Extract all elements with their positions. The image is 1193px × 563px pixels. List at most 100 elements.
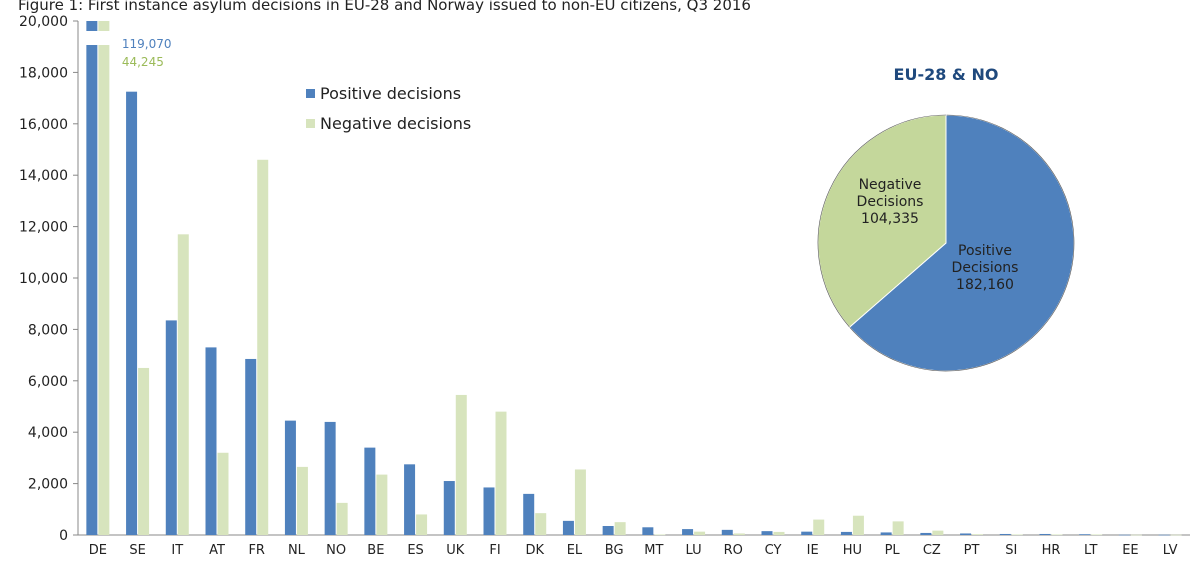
pie-slice-edge bbox=[817, 114, 947, 328]
y-tick-label: 10,000 bbox=[19, 271, 68, 287]
bar-negative-fr bbox=[257, 159, 269, 535]
x-tick-label: CZ bbox=[923, 543, 941, 558]
bar-negative-no bbox=[336, 502, 348, 535]
bar-positive-de bbox=[86, 45, 98, 535]
x-tick-label: AT bbox=[209, 543, 225, 558]
x-tick-label: DK bbox=[525, 543, 544, 558]
x-tick-label: CY bbox=[765, 543, 782, 558]
bar-positive-si bbox=[999, 533, 1011, 535]
bar-positive-es bbox=[404, 464, 416, 535]
legend-swatch-positive bbox=[306, 89, 315, 98]
bar-positive-fr bbox=[245, 358, 257, 535]
pie-slice-edge bbox=[849, 114, 1075, 372]
x-tick-label: RO bbox=[724, 543, 743, 558]
x-tick-label: BE bbox=[367, 543, 384, 558]
x-tick-label: SI bbox=[1005, 543, 1017, 558]
bar-positive-lu bbox=[682, 529, 694, 535]
y-tick-label: 18,000 bbox=[19, 65, 68, 81]
bar-negative-at bbox=[217, 452, 229, 535]
bar-negative-se bbox=[138, 367, 150, 535]
x-tick-label: MT bbox=[644, 543, 663, 558]
x-tick-label: NL bbox=[288, 543, 306, 558]
bar-positive-be bbox=[364, 447, 376, 535]
x-tick-label: EL bbox=[567, 543, 583, 558]
bar-negative-hu bbox=[852, 515, 864, 535]
x-tick-label: LU bbox=[686, 543, 702, 558]
bar-positive-ie bbox=[801, 531, 813, 535]
bar-negative-cz bbox=[932, 530, 944, 535]
pie-title: EU-28 & NO bbox=[894, 65, 999, 84]
x-tick-label: IT bbox=[171, 543, 183, 558]
y-tick-label: 2,000 bbox=[28, 477, 68, 493]
bar-negative-lt bbox=[1091, 534, 1103, 536]
bar-negative-lu bbox=[694, 531, 706, 535]
pie-label-2: Decisions bbox=[857, 194, 924, 210]
x-tick-label: HU bbox=[843, 543, 862, 558]
bar-positive-se bbox=[126, 91, 138, 536]
x-tick-label: UK bbox=[446, 543, 465, 558]
y-tick-label: 16,000 bbox=[19, 117, 68, 133]
bar-positive-dk bbox=[523, 493, 535, 535]
chart-title: Figure 1: First instance asylum decision… bbox=[18, 0, 751, 14]
bar-positive-mt bbox=[642, 527, 654, 535]
legend-label: Negative decisions bbox=[320, 114, 471, 133]
y-tick-label: 20,000 bbox=[19, 14, 68, 30]
y-tick-label: 12,000 bbox=[19, 220, 68, 236]
bar-break-top-de bbox=[86, 21, 98, 31]
legend-swatch-negative bbox=[306, 119, 315, 128]
x-tick-label: NO bbox=[326, 543, 346, 558]
bar-positive-no bbox=[324, 421, 336, 535]
bar-negative-be bbox=[376, 474, 388, 535]
bar-positive-fi bbox=[483, 487, 495, 535]
y-tick-label: 6,000 bbox=[28, 374, 68, 390]
bar-negative-el bbox=[574, 469, 586, 535]
bar-negative-de bbox=[98, 45, 110, 535]
bar-positive-hr bbox=[1039, 533, 1051, 535]
bar-negative-ie bbox=[813, 519, 825, 535]
bar-negative-es bbox=[416, 514, 428, 535]
bar-negative-pl bbox=[892, 521, 904, 535]
bar-negative-ro bbox=[733, 533, 745, 535]
x-tick-label: DE bbox=[89, 543, 107, 558]
bar-negative-fi bbox=[495, 411, 507, 535]
bar-positive-nl bbox=[284, 420, 296, 535]
pie-label: Negative bbox=[859, 177, 922, 193]
bar-positive-pl bbox=[880, 532, 892, 535]
bar-positive-cz bbox=[920, 532, 932, 535]
break-value-label: 119,070 bbox=[122, 37, 172, 51]
bar-negative-ee bbox=[1130, 534, 1142, 536]
bar-positive-el bbox=[562, 520, 574, 535]
y-tick-label: 0 bbox=[59, 528, 68, 544]
pie-label: Positive bbox=[958, 243, 1012, 259]
y-tick-label: 14,000 bbox=[19, 168, 68, 184]
bar-negative-nl bbox=[296, 466, 308, 535]
pie-value: 182,160 bbox=[956, 277, 1014, 293]
bar-negative-hr bbox=[1051, 534, 1063, 536]
bar-positive-lv bbox=[1158, 534, 1170, 536]
x-tick-label: LT bbox=[1084, 543, 1097, 558]
bar-negative-uk bbox=[455, 394, 467, 535]
bar-positive-pt bbox=[960, 533, 972, 535]
bar-positive-ro bbox=[721, 529, 733, 535]
x-tick-label: PL bbox=[885, 543, 901, 558]
x-tick-label: SE bbox=[129, 543, 145, 558]
legend-label: Positive decisions bbox=[320, 84, 461, 103]
bar-negative-lv bbox=[1170, 534, 1182, 536]
x-tick-label: IE bbox=[807, 543, 819, 558]
bar-negative-si bbox=[1011, 534, 1023, 536]
bar-break-top-de bbox=[98, 21, 110, 31]
y-tick-label: 8,000 bbox=[28, 322, 68, 338]
bar-positive-cy bbox=[761, 531, 773, 535]
x-tick-label: PT bbox=[964, 543, 980, 558]
bar-negative-cy bbox=[773, 531, 785, 535]
bar-positive-uk bbox=[443, 481, 455, 535]
bar-positive-bg bbox=[602, 526, 614, 535]
x-tick-label: HR bbox=[1042, 543, 1061, 558]
bar-negative-bg bbox=[614, 522, 626, 535]
bar-positive-hu bbox=[840, 531, 852, 535]
x-tick-label: ES bbox=[407, 543, 423, 558]
pie-label-2: Decisions bbox=[952, 260, 1019, 276]
bar-positive-at bbox=[205, 347, 217, 535]
